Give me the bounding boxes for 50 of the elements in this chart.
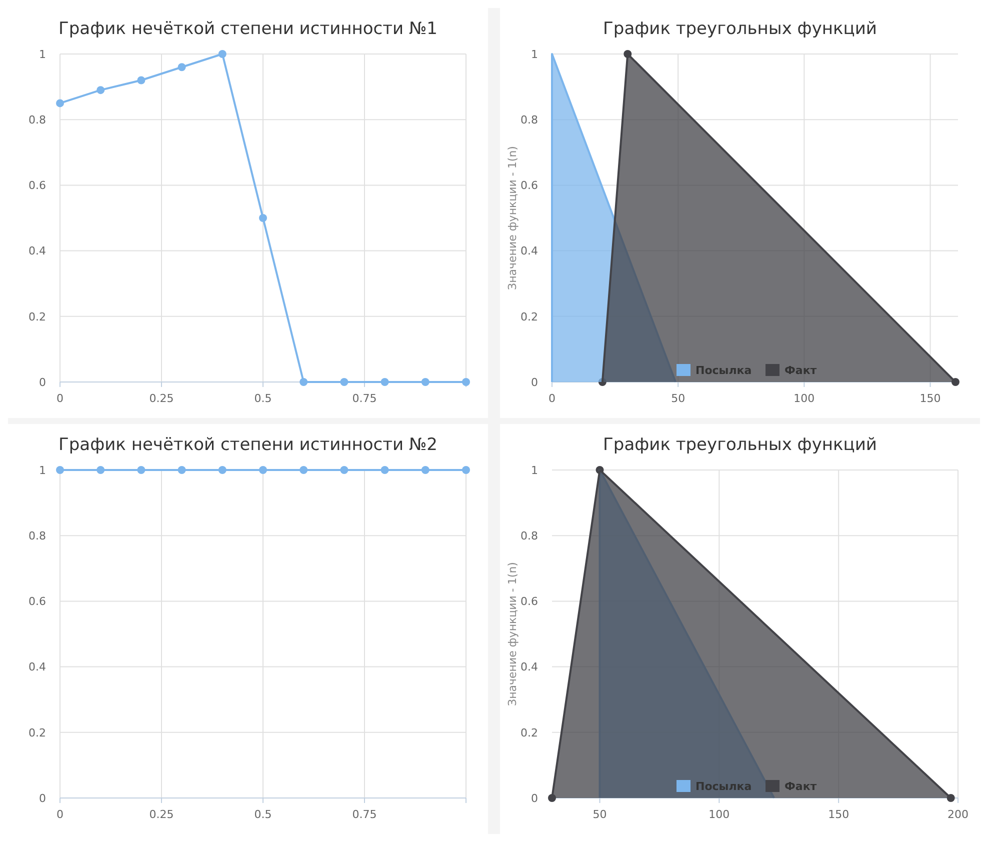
y-tick-label: 0 — [39, 792, 46, 805]
y-tick-label: 0.8 — [28, 529, 46, 542]
chart-title: График треугольных функций — [603, 19, 877, 39]
x-tick-label: 0.25 — [149, 808, 174, 821]
x-tick-label: 100 — [708, 808, 730, 821]
x-tick-label: 50 — [592, 808, 607, 821]
chart-title: График нечёткой степени истинности №2 — [58, 435, 438, 455]
y-tick-label: 0.8 — [28, 113, 46, 126]
x-tick-label: 0.5 — [254, 808, 272, 821]
x-tick-label: 0.25 — [149, 392, 174, 405]
y-tick-label: 0.8 — [520, 113, 538, 126]
chart-title: График нечёткой степени истинности №1 — [58, 19, 438, 39]
y-tick-label: 0.2 — [28, 726, 46, 740]
x-tick-label: 100 — [794, 392, 815, 405]
x-tick-label: 0 — [56, 808, 64, 821]
y-tick-label: 0.6 — [520, 595, 538, 608]
y-tick-label: 0.4 — [520, 244, 538, 258]
y-tick-label: 0 — [531, 792, 538, 805]
x-tick-label: 150 — [920, 392, 941, 405]
x-tick-label: 200 — [948, 808, 968, 821]
x-tick-label: 0 — [56, 392, 64, 405]
x-tick-label: 0.5 — [254, 392, 272, 405]
legend-label: Посылка — [696, 780, 752, 793]
legend-label: Факт — [784, 364, 818, 377]
chart-title: График треугольных функций — [603, 435, 877, 455]
y-tick-label: 0.6 — [520, 179, 538, 192]
y-tick-label: 1 — [531, 464, 538, 477]
legend-label: Посылка — [696, 364, 752, 377]
y-tick-label: 1 — [531, 48, 538, 61]
y-tick-label: 0.2 — [28, 310, 46, 324]
y-tick-label: 0.4 — [520, 660, 538, 674]
y-axis-title: Значение функции - 1(n) — [506, 562, 519, 706]
y-tick-label: 0.2 — [520, 310, 538, 324]
y-tick-label: 0.6 — [28, 595, 46, 608]
y-tick-label: 0.2 — [520, 726, 538, 740]
x-tick-label: 0.75 — [352, 808, 377, 821]
legend-label: Факт — [784, 780, 818, 793]
y-tick-label: 0 — [39, 376, 46, 389]
x-tick-label: 150 — [828, 808, 850, 821]
x-tick-label: 0 — [548, 392, 556, 405]
y-tick-label: 1 — [39, 48, 46, 61]
x-tick-label: 50 — [671, 392, 686, 405]
y-axis-title: Значение функции - 1(n) — [506, 146, 519, 290]
y-tick-label: 0.6 — [28, 179, 46, 192]
y-tick-label: 0.8 — [520, 529, 538, 542]
y-tick-label: 0.4 — [28, 660, 46, 674]
y-tick-label: 0 — [531, 376, 538, 389]
x-tick-label: 0.75 — [352, 392, 377, 405]
y-tick-label: 1 — [39, 464, 46, 477]
y-tick-label: 0.4 — [28, 244, 46, 258]
